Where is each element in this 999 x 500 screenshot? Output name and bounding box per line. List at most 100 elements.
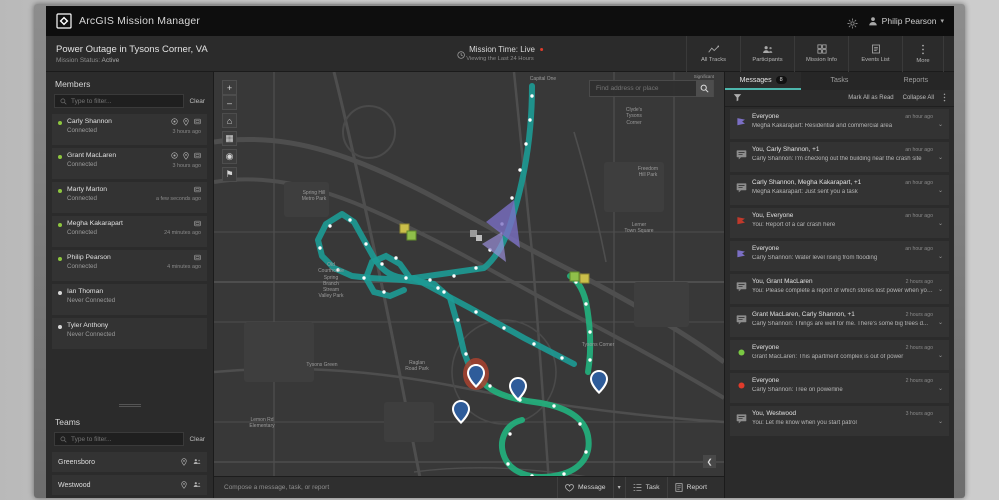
message-time: an hour ago (905, 213, 933, 219)
teams-clear-button[interactable]: Clear (189, 435, 205, 443)
chevron-down-icon[interactable]: ⌄ (937, 121, 943, 128)
team-icon (193, 459, 201, 464)
tool-mission-info[interactable]: Mission Info (794, 35, 848, 72)
member-row[interactable]: Tyler Anthony Never Connected (52, 318, 207, 349)
more-vertical-icon[interactable] (943, 93, 946, 104)
map-search-box[interactable] (589, 80, 714, 97)
team-actions[interactable] (181, 481, 201, 489)
member-actions[interactable] (194, 254, 201, 261)
team-actions[interactable] (181, 458, 201, 466)
members-filter-box[interactable] (54, 94, 185, 108)
mark-all-read-button[interactable]: Mark All as Read (848, 95, 894, 101)
tool-all-tracks[interactable]: All Tracks (686, 35, 740, 72)
member-name: Tyler Anthony (67, 322, 109, 329)
message-preview: Carly Shannon: I'm checking out the buil… (752, 156, 922, 162)
teams-list[interactable]: Greensboro Westwood (46, 452, 213, 498)
message-preview: Megha Kakarapart: Residential and commer… (752, 123, 893, 129)
collapse-panel-button[interactable]: ❮ (703, 455, 716, 468)
chevron-down-icon[interactable]: ⌄ (937, 187, 943, 194)
member-row[interactable]: Carly Shannon Connected 3 hours ago (52, 114, 207, 145)
teams-filter-input[interactable] (71, 435, 179, 443)
chevron-down-icon[interactable]: ⌄ (937, 154, 943, 161)
map-search-input[interactable] (590, 85, 696, 92)
application-window: ArcGIS Mission Manager Philip Pearson ▾ (46, 6, 954, 498)
member-row[interactable]: Megha Kakarapart Connected 24 minutes ago (52, 216, 207, 247)
funnel-icon[interactable] (733, 89, 742, 107)
chevron-down-icon[interactable]: ⌄ (937, 352, 943, 359)
bookmark-icon[interactable]: ⚑ (222, 167, 237, 182)
chevron-down-icon[interactable]: ⌄ (937, 220, 943, 227)
chevron-down-icon[interactable]: ⌄ (937, 253, 943, 260)
message-row[interactable]: You, Grant MacLaren 2 hours ago You: Pleas… (730, 274, 949, 304)
message-time: an hour ago (905, 246, 933, 252)
member-row[interactable]: Philip Pearson Connected 4 minutes ago (52, 250, 207, 281)
member-actions[interactable] (194, 186, 201, 193)
message-row[interactable]: Everyone 2 hours ago Carly Shannon: Tree o… (730, 373, 949, 403)
tool-participants[interactable]: Participants (740, 35, 794, 72)
message-preview: Carly Shannon: Things are well for me. T… (752, 321, 929, 327)
message-row[interactable]: You, Everyone an hour ago You: Report of a… (730, 208, 949, 238)
message-time: an hour ago (905, 180, 933, 186)
main-area: Members Clear Carly Shannon Connected 3 ho… (46, 72, 954, 498)
user-menu[interactable]: Philip Pearson ▾ (868, 16, 944, 26)
member-actions[interactable] (194, 220, 201, 227)
message-row[interactable]: Everyone 2 hours ago Grant MacLaren: This … (730, 340, 949, 370)
top-bar: ArcGIS Mission Manager Philip Pearson ▾ (46, 6, 954, 36)
avatar-icon (868, 16, 878, 26)
member-row[interactable]: Grant MacLaren Connected 3 hours ago (52, 148, 207, 179)
compose-message-button[interactable]: Message (557, 476, 613, 498)
team-row[interactable]: Westwood (52, 475, 207, 495)
map-view[interactable]: + – ⌂ ▦ ◉ ⚑ Significant Tysons GreenTyso… (214, 72, 724, 498)
message-row[interactable]: Grant MacLaren, Carly Shannon, +1 2 hours… (730, 307, 949, 337)
search-icon (60, 98, 67, 105)
message-row[interactable]: Everyone an hour ago Carly Shannon: Water … (730, 241, 949, 271)
members-clear-button[interactable]: Clear (189, 97, 205, 105)
member-actions[interactable] (171, 118, 201, 126)
tool-events-list[interactable]: Events List (848, 35, 902, 72)
member-actions[interactable] (171, 152, 201, 160)
member-name: Grant MacLaren (67, 152, 117, 159)
locate-icon[interactable]: ◉ (222, 149, 237, 164)
tool-more[interactable]: More (902, 35, 944, 72)
zoom-in-button[interactable]: + (222, 80, 237, 95)
mission-time-block[interactable]: Mission Time: Live Viewing the Last 24 H… (457, 45, 543, 62)
chevron-down-icon[interactable]: ⌄ (937, 319, 943, 326)
right-panel-tabs[interactable]: Messages 8 Tasks Reports (725, 72, 954, 90)
message-row[interactable]: Everyone an hour ago Megha Kakarapart: Res… (730, 109, 949, 139)
chevron-down-icon[interactable]: ⌄ (937, 385, 943, 392)
team-row[interactable]: Greensboro (52, 452, 207, 472)
member-name: Marty Marton (67, 186, 108, 193)
team-name: Westwood (58, 481, 91, 489)
gear-icon[interactable] (847, 16, 858, 29)
chevron-down-icon[interactable]: ⌄ (937, 418, 943, 425)
message-row[interactable]: Carly Shannon, Megha Kakarapart, +1 an ho… (730, 175, 949, 205)
search-icon[interactable] (696, 80, 713, 97)
mission-time-sub: Viewing the Last 24 Hours (466, 56, 534, 62)
panel-resize-handle[interactable] (46, 401, 213, 410)
clock-icon (457, 46, 465, 59)
compose-message-dropdown[interactable]: ▾ (612, 476, 625, 498)
member-row[interactable]: Ian Thoman Never Connected (52, 284, 207, 315)
zoom-out-button[interactable]: – (222, 95, 237, 110)
compose-report-button[interactable]: Report (666, 476, 714, 498)
compose-task-button[interactable]: Task (624, 476, 667, 498)
basemap-icon[interactable]: ▦ (222, 131, 237, 146)
teams-filter-box[interactable] (54, 432, 185, 446)
message-type-icon (736, 213, 747, 225)
members-filter-input[interactable] (71, 97, 179, 105)
status-dot (58, 291, 62, 295)
message-row[interactable]: You, Carly Shannon, +1 an hour ago Carly S… (730, 142, 949, 172)
tab-reports[interactable]: Reports (878, 72, 954, 90)
tab-messages[interactable]: Messages 8 (725, 72, 802, 90)
tool-label: Participants (752, 56, 783, 63)
message-row[interactable]: You, Westwood 3 hours ago You: Let me know… (730, 406, 949, 436)
messages-list[interactable]: Everyone an hour ago Megha Kakarapart: Res… (725, 107, 954, 498)
home-icon[interactable]: ⌂ (222, 113, 237, 128)
location-icon (181, 481, 187, 489)
tab-tasks[interactable]: Tasks (801, 72, 877, 90)
collapse-all-button[interactable]: Collapse All (902, 95, 934, 101)
chevron-down-icon[interactable]: ⌄ (937, 286, 943, 293)
member-name: Megha Kakarapart (67, 220, 123, 227)
members-list[interactable]: Carly Shannon Connected 3 hours ago Grant M… (46, 114, 213, 401)
member-row[interactable]: Marty Marton Connected a few seconds ago (52, 182, 207, 213)
